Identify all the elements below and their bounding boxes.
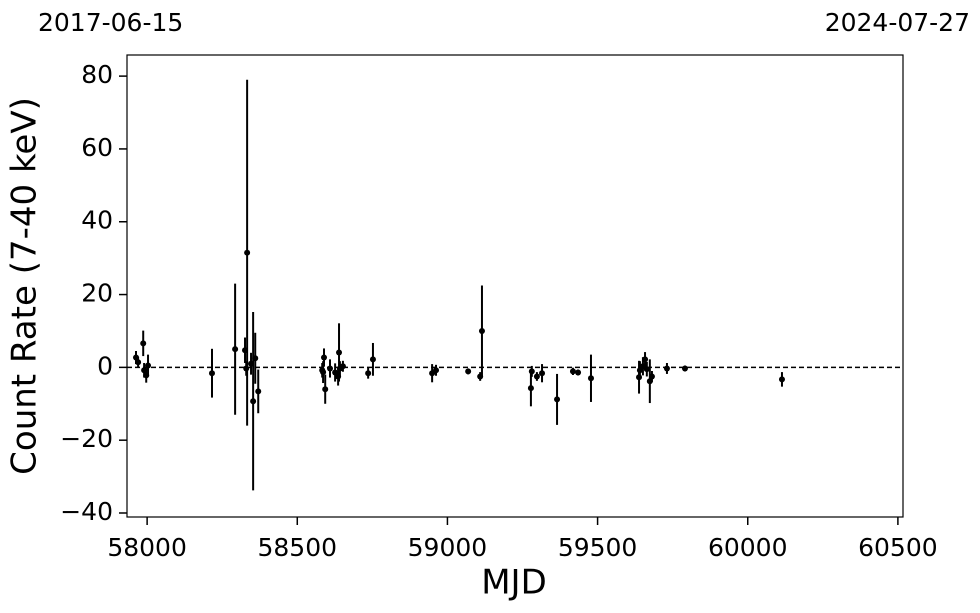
data-point — [642, 356, 649, 363]
data-point — [232, 346, 239, 353]
x-tick-label: 60000 — [708, 533, 788, 562]
x-tick-label: 58000 — [107, 533, 187, 562]
y-tick-label: 80 — [81, 60, 113, 89]
data-point — [243, 365, 250, 372]
x-tick-label: 60500 — [858, 533, 938, 562]
data-point — [587, 375, 594, 382]
y-tick-label: 20 — [81, 279, 113, 308]
data-point — [244, 249, 251, 256]
data-point — [554, 396, 561, 403]
y-tick-label: 0 — [97, 351, 113, 380]
x-tick-label: 59000 — [408, 533, 488, 562]
data-point — [575, 369, 582, 376]
data-point — [255, 388, 262, 395]
data-point — [208, 370, 215, 377]
x-tick-label: 59500 — [558, 533, 638, 562]
data-point — [778, 376, 785, 383]
data-point — [252, 355, 259, 362]
data-point — [319, 367, 326, 374]
start-date: 2017-06-15 — [38, 8, 183, 37]
data-point — [433, 367, 440, 374]
end-date: 2024-07-27 — [825, 8, 970, 37]
data-point — [339, 363, 346, 370]
data-point — [528, 368, 535, 375]
data-point — [145, 362, 152, 369]
data-point — [140, 340, 147, 347]
y-tick-label: −20 — [60, 424, 113, 453]
y-tick-label: 60 — [81, 133, 113, 162]
data-point — [663, 365, 670, 372]
data-point — [336, 349, 343, 356]
plot-frame — [126, 54, 904, 518]
data-point — [250, 398, 257, 405]
x-axis-label: MJD — [481, 563, 547, 603]
data-point — [321, 354, 328, 361]
data-point — [527, 385, 534, 392]
data-point — [539, 370, 546, 377]
data-point — [322, 386, 329, 393]
y-tick-label: 40 — [81, 206, 113, 235]
data-point — [369, 356, 376, 363]
data-point — [465, 368, 472, 375]
data-point — [643, 366, 650, 373]
x-tick-label: 58500 — [258, 533, 338, 562]
data-point — [533, 373, 540, 380]
data-point — [365, 370, 372, 377]
data-point — [478, 327, 485, 334]
data-point — [681, 365, 688, 372]
data-point — [569, 368, 576, 375]
y-axis-label: Count Rate (7-40 keV) — [5, 97, 45, 475]
data-point — [135, 359, 142, 366]
data-point — [327, 365, 334, 372]
y-tick-label: −40 — [60, 497, 113, 526]
data-point — [648, 373, 655, 380]
